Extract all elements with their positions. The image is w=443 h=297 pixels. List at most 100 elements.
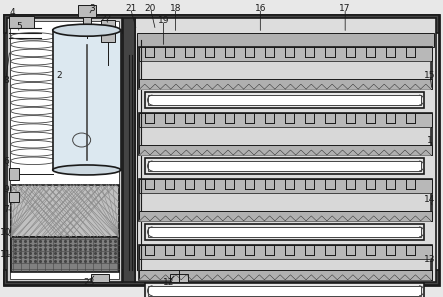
- Polygon shape: [306, 216, 316, 221]
- Text: 3: 3: [90, 4, 96, 13]
- Polygon shape: [285, 216, 295, 221]
- Bar: [7, 18, 121, 282]
- Bar: [11, 238, 119, 266]
- Polygon shape: [327, 150, 337, 155]
- Text: 19: 19: [158, 16, 169, 25]
- Polygon shape: [233, 150, 244, 155]
- Polygon shape: [306, 275, 316, 280]
- Polygon shape: [171, 150, 181, 155]
- Polygon shape: [254, 150, 264, 155]
- Polygon shape: [246, 47, 256, 52]
- Polygon shape: [348, 216, 358, 221]
- Bar: [136, 33, 434, 47]
- Bar: [139, 245, 432, 280]
- Text: 20: 20: [145, 4, 156, 13]
- Polygon shape: [191, 84, 202, 89]
- Polygon shape: [369, 84, 379, 89]
- Polygon shape: [266, 47, 276, 52]
- Polygon shape: [306, 150, 316, 155]
- Text: 2: 2: [56, 71, 62, 80]
- Polygon shape: [379, 275, 389, 280]
- Polygon shape: [400, 275, 410, 280]
- Polygon shape: [197, 47, 207, 52]
- Bar: [140, 127, 430, 155]
- Polygon shape: [223, 150, 233, 155]
- Bar: [139, 179, 432, 221]
- Polygon shape: [420, 275, 431, 280]
- Text: 10: 10: [0, 228, 12, 237]
- Polygon shape: [337, 84, 348, 89]
- Bar: [144, 224, 424, 240]
- Bar: [139, 245, 432, 259]
- Polygon shape: [344, 47, 354, 52]
- Polygon shape: [369, 150, 379, 155]
- Polygon shape: [393, 47, 403, 52]
- Polygon shape: [410, 84, 420, 89]
- Polygon shape: [139, 47, 148, 52]
- Polygon shape: [358, 84, 369, 89]
- Polygon shape: [244, 84, 254, 89]
- Bar: [139, 270, 432, 280]
- Polygon shape: [373, 47, 383, 52]
- Polygon shape: [264, 275, 275, 280]
- Bar: [10, 21, 119, 279]
- Polygon shape: [223, 84, 233, 89]
- Polygon shape: [389, 84, 400, 89]
- Polygon shape: [254, 275, 264, 280]
- Text: 12: 12: [163, 278, 174, 287]
- Polygon shape: [337, 216, 348, 221]
- Polygon shape: [420, 84, 431, 89]
- Polygon shape: [223, 216, 233, 221]
- Text: 21: 21: [125, 4, 136, 13]
- Polygon shape: [306, 84, 316, 89]
- Polygon shape: [191, 150, 202, 155]
- Bar: [4, 15, 439, 33]
- Text: 16: 16: [255, 4, 266, 13]
- Bar: [9, 16, 34, 28]
- Polygon shape: [140, 84, 150, 89]
- Bar: [139, 145, 432, 155]
- Polygon shape: [150, 275, 160, 280]
- Polygon shape: [237, 47, 246, 52]
- Bar: [4, 270, 439, 285]
- Polygon shape: [316, 84, 327, 89]
- Polygon shape: [223, 275, 233, 280]
- Polygon shape: [324, 47, 334, 52]
- Polygon shape: [400, 84, 410, 89]
- Polygon shape: [171, 275, 181, 280]
- Polygon shape: [254, 84, 264, 89]
- Polygon shape: [400, 150, 410, 155]
- Polygon shape: [191, 275, 202, 280]
- Bar: [101, 20, 115, 42]
- Polygon shape: [295, 47, 305, 52]
- Polygon shape: [181, 275, 191, 280]
- Polygon shape: [420, 216, 431, 221]
- Bar: [144, 283, 424, 297]
- Polygon shape: [207, 47, 217, 52]
- Polygon shape: [389, 150, 400, 155]
- Polygon shape: [264, 84, 275, 89]
- Text: 5: 5: [16, 22, 22, 31]
- Polygon shape: [275, 150, 285, 155]
- Polygon shape: [337, 150, 348, 155]
- Ellipse shape: [53, 165, 120, 175]
- Polygon shape: [160, 84, 171, 89]
- Polygon shape: [275, 84, 285, 89]
- Polygon shape: [150, 216, 160, 221]
- Polygon shape: [285, 150, 295, 155]
- Polygon shape: [233, 275, 244, 280]
- Polygon shape: [256, 47, 266, 52]
- Polygon shape: [410, 150, 420, 155]
- Polygon shape: [254, 216, 264, 221]
- Text: 4: 4: [10, 8, 16, 17]
- Bar: [139, 113, 432, 127]
- Bar: [148, 95, 421, 105]
- Polygon shape: [168, 47, 178, 52]
- Polygon shape: [202, 84, 212, 89]
- Bar: [139, 47, 432, 61]
- Bar: [135, 18, 436, 282]
- Polygon shape: [348, 275, 358, 280]
- Text: 9: 9: [3, 185, 9, 195]
- Polygon shape: [285, 275, 295, 280]
- Polygon shape: [212, 150, 223, 155]
